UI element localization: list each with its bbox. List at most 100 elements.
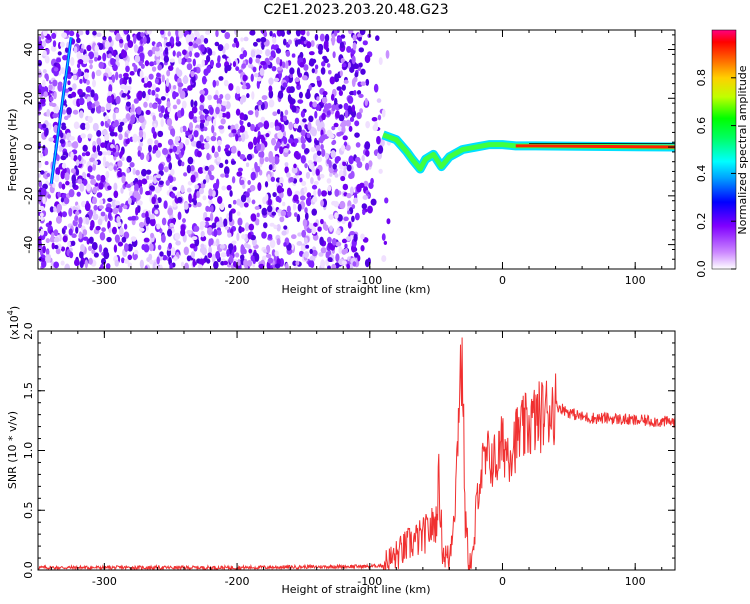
spectrogram-cell: [224, 93, 231, 101]
spectrogram-cell: [216, 97, 223, 106]
spectrogram-cell: [175, 136, 181, 142]
spectrogram-cell: [46, 109, 51, 117]
spectrogram-cell: [271, 65, 277, 72]
spectrogram-cell: [333, 201, 339, 208]
spectrogram-cell: [180, 58, 186, 65]
spectrogram-cell: [80, 122, 87, 131]
spectrogram-cell: [266, 60, 271, 66]
spectrogram-cell: [349, 186, 354, 196]
spectrogram-cell: [77, 154, 82, 162]
spectrogram-cell: [194, 52, 200, 58]
spectrogram-cell: [187, 156, 194, 165]
spectrogram-cell: [252, 66, 257, 73]
spectrogram-cell: [172, 90, 177, 100]
spectrogram-cell: [323, 40, 329, 50]
diagonal-track-core: [50, 37, 72, 184]
spectrogram-cell: [301, 142, 306, 150]
spectrogram-cell: [207, 94, 213, 101]
spectrogram-cell: [143, 36, 147, 44]
spectrogram-cell: [192, 58, 196, 67]
spectrogram-cell: [250, 213, 257, 222]
spectrogram-cell: [84, 259, 89, 269]
spectrogram-cell: [232, 261, 237, 268]
spectrogram-cell: [158, 180, 164, 186]
snr-x-axis: -300 -200 -100 0 100: [50, 331, 663, 588]
spectrogram-cell: [125, 183, 132, 188]
spectrogram-cell: [341, 125, 346, 134]
spectrogram-cell: [299, 177, 303, 183]
spectrogram-cell: [124, 42, 129, 51]
spectrogram-cell: [190, 99, 194, 108]
spectrogram-cell: [205, 174, 210, 183]
spectrogram-cell: [196, 150, 202, 158]
spectrogram-cell: [186, 187, 192, 193]
spectrogram-cell: [232, 199, 237, 205]
spectrogram-cell: [321, 96, 328, 104]
spectrogram-cell: [292, 194, 299, 202]
spectrogram-cell: [175, 240, 181, 246]
spectrogram-cell: [243, 258, 248, 268]
spectrogram-cell: [310, 147, 316, 153]
spectrogram-cell: [70, 151, 74, 160]
spectrogram-cell: [122, 204, 128, 210]
spectrogram-cell: [356, 90, 362, 95]
spectrogram-cell: [150, 232, 155, 239]
spectrogram-cell: [115, 32, 121, 41]
spectrogram-cell: [320, 67, 326, 75]
spectrogram-cell: [279, 30, 285, 37]
spectrogram-cell: [273, 77, 280, 82]
spectrogram-cell: [181, 218, 186, 223]
spectrogram-cell: [314, 110, 318, 119]
x-tick-label: -200: [225, 274, 250, 287]
spectrogram-cell: [324, 152, 330, 160]
spectrogram-cell: [120, 187, 124, 194]
spectrogram-cell: [255, 54, 262, 59]
spectrogram-cell: [63, 197, 70, 205]
spectrogram-cell: [240, 94, 247, 103]
spectrogram-cell: [192, 258, 196, 268]
spectrogram-cell: [331, 263, 337, 269]
spectrogram-cell: [221, 185, 227, 191]
spectrogram-cell: [155, 174, 162, 179]
spectrogram-cell: [168, 162, 173, 171]
spectrogram-cell: [53, 236, 60, 243]
spectrogram-cell: [239, 112, 245, 121]
spectrogram-cell: [169, 148, 173, 153]
spectrogram-cell: [315, 145, 321, 152]
spectrogram-cell: [275, 47, 282, 54]
spectrogram-cell: [215, 221, 222, 228]
x-tick-label: -200: [225, 575, 250, 588]
spectrogram-cell: [294, 39, 299, 47]
spectrogram-cell: [336, 86, 342, 91]
spectrogram-cell: [171, 228, 175, 233]
spectrogram-cell: [311, 167, 316, 176]
spectrogram-cell: [268, 164, 273, 171]
spectrogram-cell: [159, 30, 165, 35]
spectrogram-cell: [112, 64, 118, 72]
y-tick-label: 1.0: [22, 442, 35, 460]
spectrogram-cell: [326, 110, 331, 116]
spectrogram-cell: [77, 58, 84, 65]
spectrogram-cell: [259, 67, 265, 76]
spectrogram-cell: [223, 166, 230, 176]
spectrogram-cell: [88, 236, 94, 244]
spectrogram-cell: [305, 197, 312, 207]
spectrogram-cell: [306, 31, 310, 37]
spectrogram-cell: [361, 155, 365, 162]
spectrogram-cell: [326, 129, 333, 137]
spectrogram-cell: [186, 164, 192, 174]
spectrogram-cell: [328, 242, 332, 249]
spectrogram-cell: [321, 190, 328, 197]
spectrogram-cell: [48, 220, 52, 226]
spectrogram-cell: [62, 235, 68, 243]
spectrogram-cell: [79, 78, 83, 84]
spectrogram-cell: [317, 79, 322, 88]
spectrogram-cell: [231, 129, 237, 134]
spectrogram-cell: [202, 195, 207, 201]
spectrogram-cell: [208, 106, 214, 115]
spectrogram-y-axis: -40 -20 0 20 40: [22, 34, 675, 270]
spectrogram-cell: [303, 186, 308, 194]
spectrogram-cell: [235, 133, 239, 142]
spectrogram-cell: [76, 50, 83, 60]
spectrogram-cell: [345, 119, 352, 127]
